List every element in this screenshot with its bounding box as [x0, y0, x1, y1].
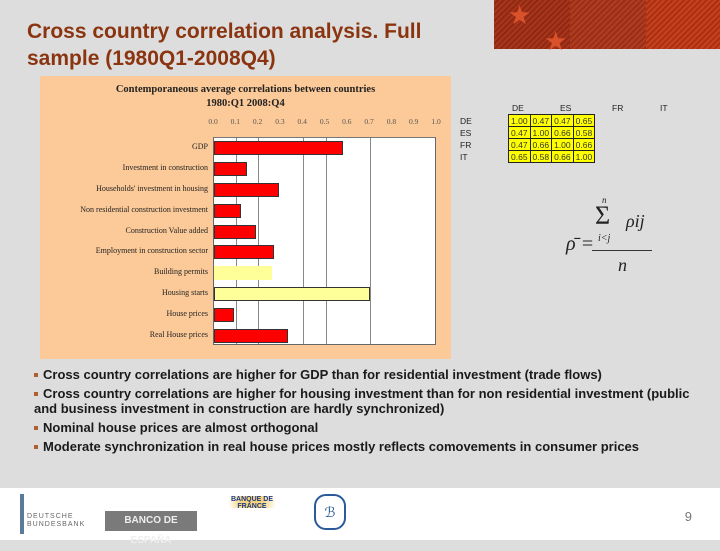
x-tick-label: 0.4	[297, 117, 307, 126]
page-number: 9	[684, 509, 692, 524]
bullet-item: Moderate synchronization in real house p…	[34, 439, 704, 454]
category-label: Real House prices	[149, 329, 208, 339]
category-label: Employment in construction sector	[95, 246, 208, 256]
category-label: GDP	[191, 142, 208, 152]
x-tick-label: 0.2	[252, 117, 263, 126]
row-header: IT	[460, 152, 468, 162]
x-tick-label: 1.0	[431, 117, 441, 126]
bundesbank-logo: DEUTSCHE BUNDESBANK	[27, 513, 86, 528]
slide-title: Cross country correlation analysis. Full…	[27, 20, 422, 70]
bullet-icon	[34, 392, 38, 396]
x-tick-label: 0.0	[208, 117, 218, 126]
x-axis-ticks: 0.0 0.1 0.2 0.3 0.4 0.5 0.6 0.7 0.8 0.9 1.0	[208, 117, 441, 127]
bar	[214, 328, 288, 343]
plot-area	[213, 137, 436, 345]
header-banner-image: ★ ★	[494, 0, 720, 54]
chart-subtitle: 1980:Q1 2008:Q4	[206, 98, 285, 109]
category-label: Building permits	[154, 267, 208, 277]
row-header: DE	[460, 116, 472, 126]
category-label: Investment in construction	[122, 163, 208, 173]
row-header: FR	[460, 140, 472, 150]
x-tick-label: 0.5	[319, 117, 330, 126]
row-header: ES	[460, 128, 472, 138]
bar	[214, 183, 279, 197]
bar	[214, 245, 275, 260]
col-header: FR	[612, 103, 624, 113]
banco-de-espana-logo: BANCO DE ESPAÑA	[105, 511, 197, 546]
x-tick-label: 0.3	[275, 117, 285, 126]
category-label: Households' investment in housing	[96, 184, 208, 193]
x-tick-label: 0.7	[364, 117, 374, 126]
category-label: Non residential construction investment	[80, 204, 208, 214]
bullet-list: Cross country correlations are higher fo…	[34, 367, 704, 458]
table-row: 0.65 0.58 0.66 1.00	[508, 150, 596, 163]
bar	[214, 162, 248, 177]
bar	[214, 287, 371, 301]
bar	[214, 307, 235, 322]
bullet-item: Cross country correlations are higher fo…	[34, 367, 704, 382]
star-icon: ★	[508, 0, 532, 30]
x-tick-label: 0.6	[342, 117, 352, 126]
bullet-icon	[34, 426, 38, 430]
star-icon: ★	[544, 26, 568, 56]
table-row: 1.00 0.47 0.47 0.65	[508, 114, 596, 127]
bar	[214, 224, 257, 239]
table-row: 0.47 0.66 1.00 0.66	[508, 138, 596, 151]
banca-d-italia-logo: ℬ	[314, 494, 346, 530]
x-tick-label: 0.8	[386, 117, 397, 126]
bullet-icon	[34, 373, 38, 377]
x-tick-label: 0.1	[230, 117, 240, 126]
x-tick-label: 0.9	[409, 117, 419, 126]
col-header: DE	[512, 103, 524, 113]
category-label: Housing starts	[162, 288, 208, 297]
banque-de-france-logo: BANQUE DE FRANCE	[218, 496, 286, 510]
table-row: 0.47 1.00 0.66 0.58	[508, 126, 596, 139]
bullet-icon	[34, 445, 38, 449]
col-header: IT	[660, 103, 668, 113]
bundesbank-logo-bar	[20, 494, 24, 534]
bar	[214, 203, 241, 218]
category-label: Construction Value added	[125, 225, 208, 235]
chart-title: Contemporaneous average correlations bet…	[115, 84, 376, 95]
col-header: ES	[560, 103, 572, 113]
bullet-item: Nominal house prices are almost orthogon…	[34, 420, 704, 435]
bullet-item: Cross country correlations are higher fo…	[34, 386, 690, 416]
category-label: House prices	[166, 308, 208, 318]
bar	[214, 266, 272, 281]
bar	[214, 141, 344, 156]
bar-chart-panel: Contemporaneous average correlations bet…	[40, 76, 451, 359]
footer: DEUTSCHE BUNDESBANK BANCO DE ESPAÑA BANQ…	[0, 488, 720, 546]
average-correlation-formula: ρ̄ = n Σ i<j ρij n	[562, 195, 662, 280]
